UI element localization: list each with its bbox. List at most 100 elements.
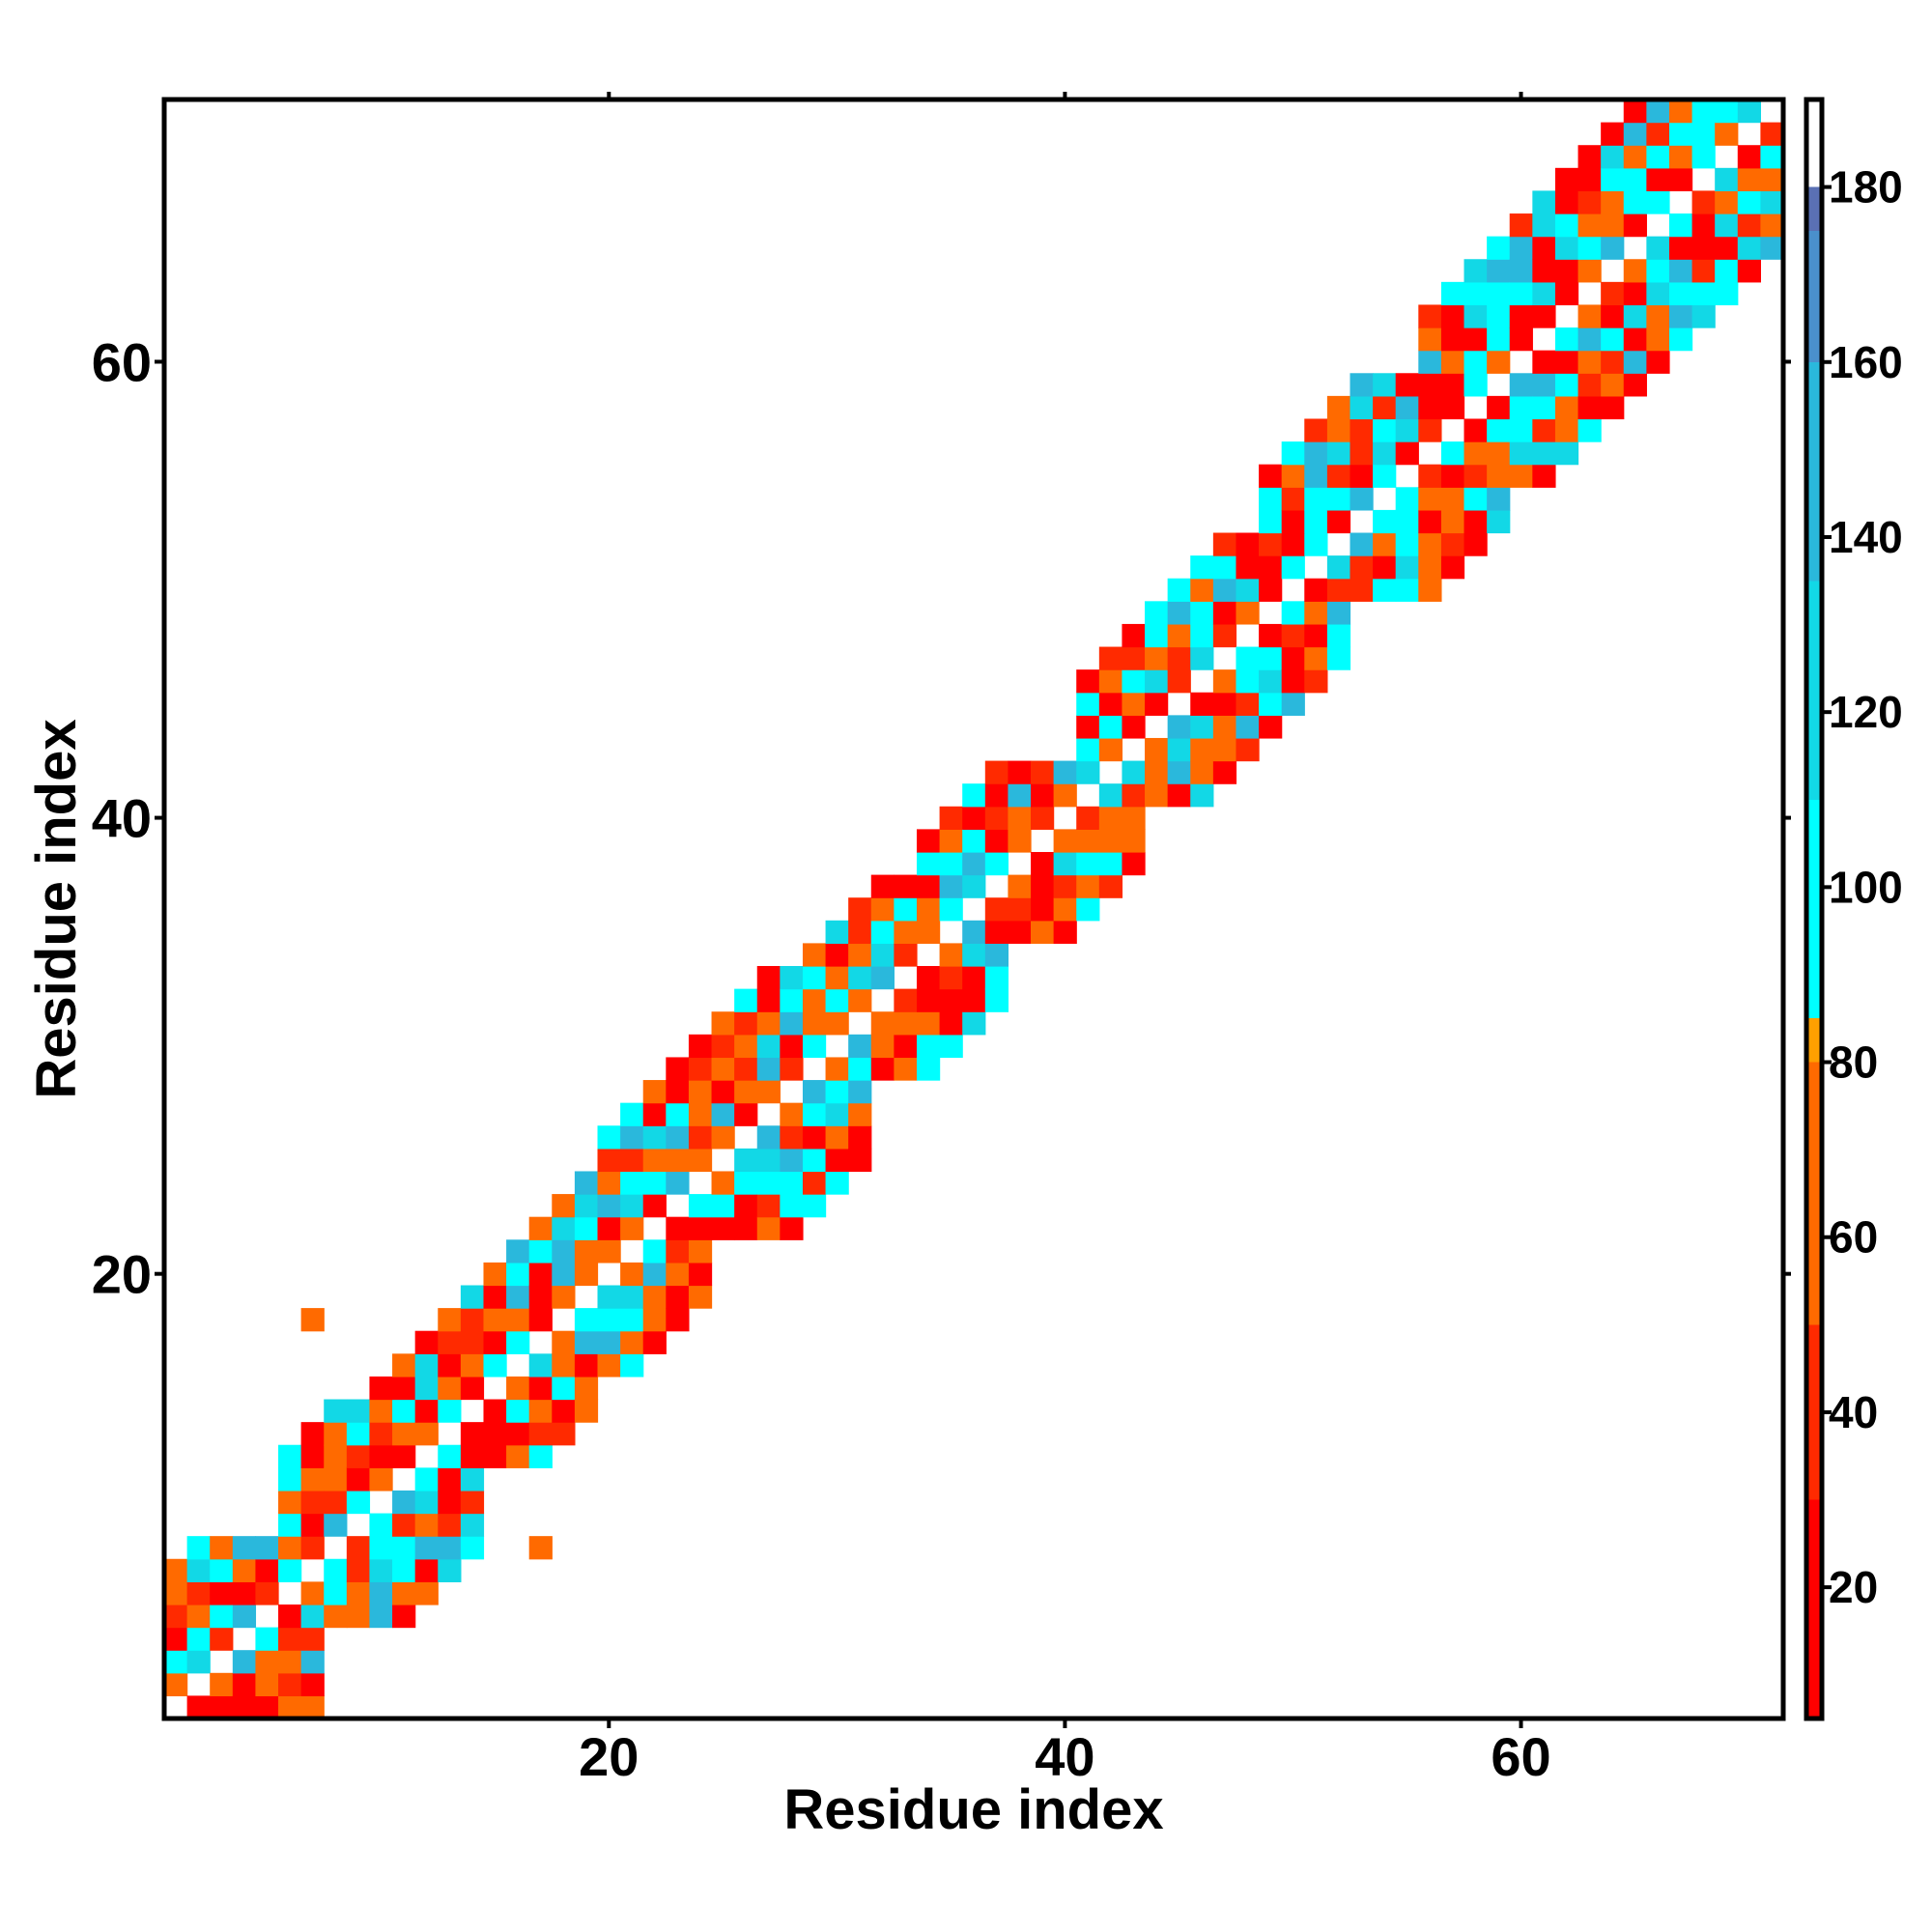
- heatmap-cell: [1236, 578, 1260, 602]
- heatmap-cell: [1760, 236, 1783, 260]
- heatmap-cell: [1122, 783, 1146, 808]
- heatmap-cell: [1601, 350, 1625, 374]
- heatmap-cell: [1601, 395, 1625, 420]
- heatmap-cell: [1212, 715, 1237, 739]
- heatmap-cell: [210, 1695, 234, 1719]
- heatmap-cell: [300, 1308, 325, 1332]
- heatmap-cell: [1463, 281, 1488, 306]
- heatmap-cell: [552, 1330, 576, 1354]
- heatmap-cell: [1212, 692, 1237, 716]
- heatmap-cell: [756, 1148, 781, 1173]
- heatmap-cell: [1532, 418, 1556, 442]
- heatmap-cell: [1760, 167, 1783, 192]
- heatmap-cell: [688, 1148, 713, 1173]
- heatmap-cell: [642, 1125, 667, 1150]
- heatmap-cell: [802, 988, 827, 1012]
- heatmap-cell: [186, 1558, 211, 1582]
- heatmap-cell: [528, 1536, 553, 1560]
- heatmap-cell: [1668, 236, 1693, 260]
- heatmap-cell: [962, 806, 986, 830]
- heatmap-cell: [620, 1353, 644, 1378]
- heatmap-cell: [756, 1080, 781, 1104]
- heatmap-cell: [1668, 145, 1693, 169]
- heatmap-cell: [1031, 783, 1055, 808]
- heatmap-cell: [1440, 464, 1465, 488]
- heatmap-cell: [870, 1011, 895, 1036]
- y-axis-label: Residue index: [25, 719, 88, 1098]
- heatmap-cell: [666, 1080, 690, 1104]
- heatmap-cell: [1715, 259, 1739, 283]
- heatmap-cell: [506, 1376, 530, 1401]
- heatmap-cell: [369, 1581, 393, 1605]
- heatmap-cell: [552, 1216, 576, 1240]
- heatmap-cell: [278, 1513, 302, 1537]
- heatmap-cell: [711, 1194, 735, 1218]
- heatmap-cell: [1623, 281, 1647, 306]
- heatmap-cell: [574, 1376, 599, 1401]
- heatmap-cell: [848, 1102, 872, 1126]
- heatmap-cell: [1554, 395, 1579, 420]
- heatmap-cell: [1440, 373, 1465, 397]
- heatmap-cell: [1350, 532, 1374, 556]
- heatmap-cell: [666, 1262, 690, 1287]
- heatmap-cell: [1395, 373, 1419, 397]
- y-axis-ticks: 20 40 60: [92, 331, 1791, 1305]
- heatmap-cell: [870, 897, 895, 922]
- heatmap-cell: [1623, 304, 1647, 328]
- heatmap-cell: [1304, 464, 1328, 488]
- heatmap-cell: [1691, 281, 1716, 306]
- heatmap-cell: [1737, 167, 1761, 192]
- heatmap-cell: [734, 1057, 758, 1081]
- heatmap-cell: [1373, 418, 1397, 442]
- heatmap-cell: [688, 1080, 713, 1104]
- heatmap-cell: [1715, 213, 1739, 238]
- heatmap-cell: [392, 1399, 416, 1423]
- heatmap-cell: [552, 1422, 576, 1446]
- heatmap-cell: [1715, 281, 1739, 306]
- heatmap-cell: [1760, 213, 1783, 238]
- heatmap-cell: [1326, 578, 1351, 602]
- heatmap-cell: [1463, 509, 1488, 534]
- heatmap-cell: [1418, 464, 1442, 488]
- heatmap-cell: [1304, 441, 1328, 466]
- heatmap-cell: [825, 1125, 849, 1150]
- heatmap-cell: [210, 1604, 234, 1629]
- heatmap-cell: [392, 1581, 416, 1605]
- heatmap-cell: [780, 1125, 804, 1150]
- heatmap-cell: [780, 1148, 804, 1173]
- heatmap-cell: [574, 1239, 599, 1264]
- heatmap-cell: [414, 1536, 439, 1560]
- heatmap-cell: [984, 829, 1009, 853]
- heatmap-cell: [642, 1080, 667, 1104]
- heatmap-cell: [1350, 464, 1374, 488]
- heatmap-cell: [734, 1171, 758, 1195]
- heatmap-cell: [848, 1148, 872, 1173]
- heatmap-cell: [1646, 327, 1670, 352]
- heatmap-cell: [438, 1490, 462, 1515]
- heatmap-cell: [164, 1604, 188, 1629]
- heatmap-cell: [939, 966, 963, 990]
- heatmap-cell: [483, 1399, 507, 1423]
- heatmap-cell: [1259, 646, 1283, 670]
- heatmap-cell: [414, 1376, 439, 1401]
- heatmap-cell: [1373, 441, 1397, 466]
- heatmap-cell: [666, 1171, 690, 1195]
- heatmap-cell: [346, 1422, 371, 1446]
- heatmap-cell: [1373, 373, 1397, 397]
- heatmap-cell: [1098, 829, 1123, 853]
- heatmap-cell: [483, 1262, 507, 1287]
- heatmap-cell: [1281, 601, 1305, 625]
- heatmap-cell: [1031, 897, 1055, 922]
- heatmap-cell: [1236, 737, 1260, 762]
- heatmap-cell: [528, 1308, 553, 1332]
- heatmap-cell: [1190, 737, 1214, 762]
- heatmap-cell: [1509, 281, 1533, 306]
- heatmap-cell: [346, 1581, 371, 1605]
- heatmap-cell: [1145, 623, 1169, 648]
- heatmap-cell: [894, 897, 918, 922]
- heatmap-cell: [1715, 236, 1739, 260]
- heatmap-cell: [1122, 646, 1146, 670]
- heatmap-cell: [1145, 737, 1169, 762]
- heatmap-cell: [1145, 760, 1169, 784]
- heatmap-cell: [414, 1399, 439, 1423]
